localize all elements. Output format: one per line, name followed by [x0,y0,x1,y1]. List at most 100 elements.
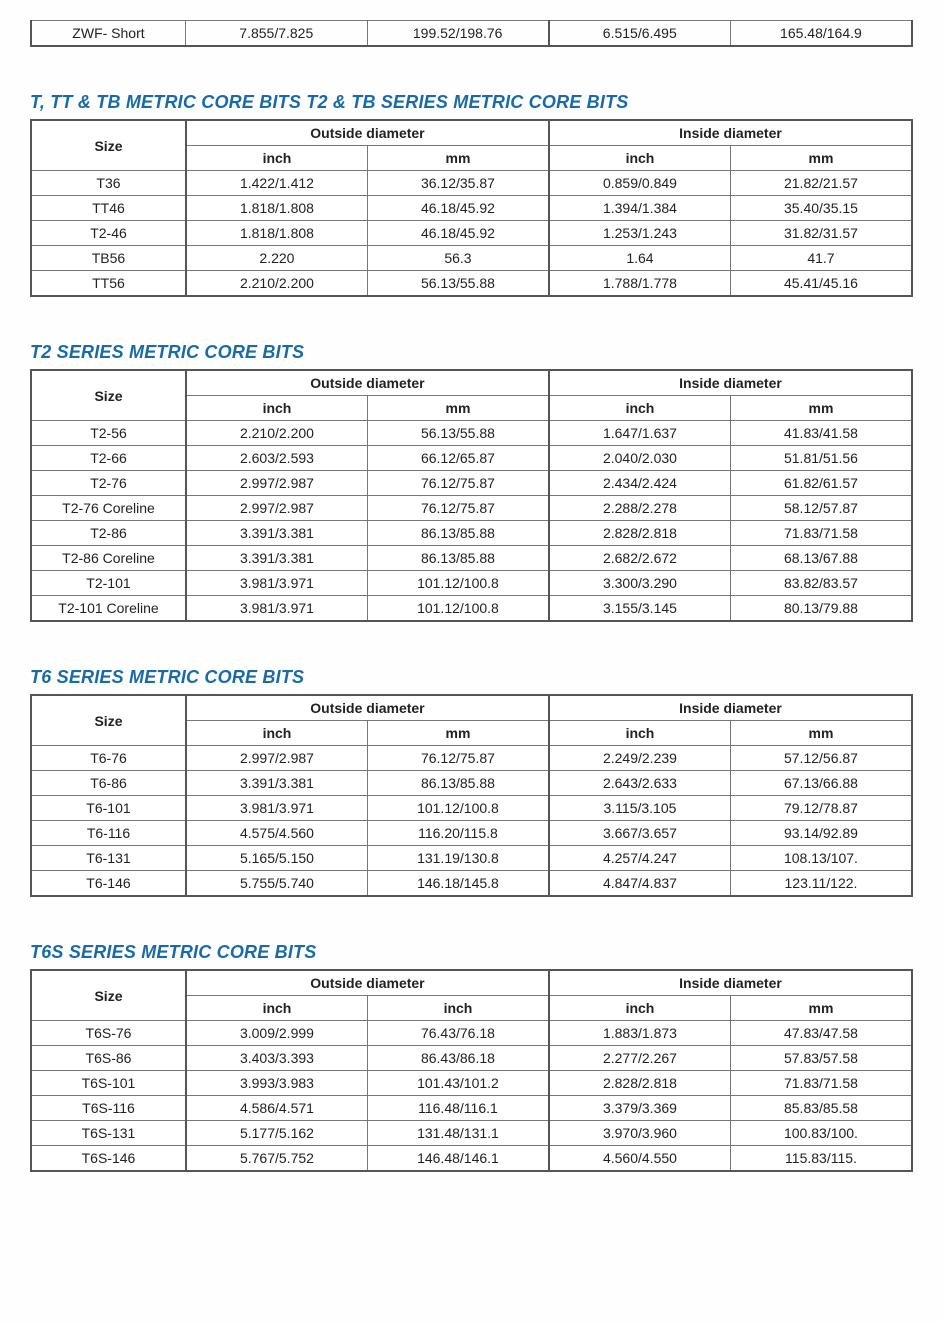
table-cell: 2.277/2.267 [549,1046,731,1071]
col-unit: inch [549,396,731,421]
table-cell: 76.12/75.87 [367,471,549,496]
col-outside-diameter: Outside diameter [186,695,549,721]
table-row: T6S-1465.767/5.752146.48/146.14.560/4.55… [31,1146,912,1172]
table-cell: 1.422/1.412 [186,171,368,196]
table-cell: T2-66 [31,446,186,471]
col-unit: mm [730,146,912,171]
section-title: T, TT & TB METRIC CORE BITS T2 & TB SERI… [30,92,913,113]
table-cell: 1.883/1.873 [549,1021,731,1046]
table-cell: 51.81/51.56 [730,446,912,471]
col-unit: mm [367,721,549,746]
table-cell: 2.210/2.200 [186,271,368,297]
table-cell: 131.48/131.1 [367,1121,549,1146]
table-cell: T6S-86 [31,1046,186,1071]
table-cell: 116.20/115.8 [367,821,549,846]
table-cell: 76.43/76.18 [367,1021,549,1046]
table-cell: T6S-76 [31,1021,186,1046]
col-outside-diameter: Outside diameter [186,370,549,396]
table-cell: 45.41/45.16 [730,271,912,297]
col-unit: mm [730,996,912,1021]
table-cell: 46.18/45.92 [367,196,549,221]
col-inside-diameter: Inside diameter [549,370,912,396]
table-cell: 2.682/2.672 [549,546,731,571]
table-header-row: SizeOutside diameterInside diameter [31,970,912,996]
table-cell: 0.859/0.849 [549,171,731,196]
table-cell: 56.13/55.88 [367,271,549,297]
table-cell: 1.253/1.243 [549,221,731,246]
col-inside-diameter: Inside diameter [549,695,912,721]
table-cell: 1.64 [549,246,731,271]
spec-table: SizeOutside diameterInside diameterinchm… [30,369,913,622]
table-row: T2-461.818/1.80846.18/45.921.253/1.24331… [31,221,912,246]
table-row: T6-1315.165/5.150131.19/130.84.257/4.247… [31,846,912,871]
table-row: T6-863.391/3.38186.13/85.882.643/2.63367… [31,771,912,796]
table-row: T2-86 Coreline3.391/3.38186.13/85.882.68… [31,546,912,571]
table-cell: 101.12/100.8 [367,596,549,622]
table-cell: 2.828/2.818 [549,1071,731,1096]
table-row: T6S-763.009/2.99976.43/76.181.883/1.8734… [31,1021,912,1046]
table-cell: T2-101 Coreline [31,596,186,622]
table-cell: 2.040/2.030 [549,446,731,471]
table-row: T6S-1164.586/4.571116.48/116.13.379/3.36… [31,1096,912,1121]
table-cell: 58.12/57.87 [730,496,912,521]
table-cell: T6S-131 [31,1121,186,1146]
table-cell: T6S-116 [31,1096,186,1121]
table-row: T2-1013.981/3.971101.12/100.83.300/3.290… [31,571,912,596]
table-cell: 123.11/122. [730,871,912,897]
col-unit: inch [186,396,368,421]
col-unit: mm [730,721,912,746]
table-cell: 67.13/66.88 [730,771,912,796]
table-cell: T2-46 [31,221,186,246]
table-cell: T6S-101 [31,1071,186,1096]
table-cell: 76.12/75.87 [367,496,549,521]
spec-table: SizeOutside diameterInside diameterinchm… [30,119,913,297]
table-cell: 56.3 [367,246,549,271]
table-cell: 100.83/100. [730,1121,912,1146]
col-inside-diameter: Inside diameter [549,970,912,996]
col-unit: mm [367,146,549,171]
table-cell: 4.257/4.247 [549,846,731,871]
section-title: T2 SERIES METRIC CORE BITS [30,342,913,363]
cell-id-mm: 165.48/164.9 [730,21,912,47]
table-cell: 5.165/5.150 [186,846,368,871]
col-size: Size [31,120,186,171]
table-cell: T2-101 [31,571,186,596]
table-cell: 85.83/85.58 [730,1096,912,1121]
table-cell: T2-76 [31,471,186,496]
cell-size: ZWF- Short [31,21,185,47]
table-cell: 41.83/41.58 [730,421,912,446]
table-cell: 2.828/2.818 [549,521,731,546]
table-cell: TT46 [31,196,186,221]
table-cell: TT56 [31,271,186,297]
col-unit: inch [186,996,368,1021]
table-cell: 41.7 [730,246,912,271]
table-cell: 5.177/5.162 [186,1121,368,1146]
table-cell: 1.818/1.808 [186,221,368,246]
table-cell: T6-86 [31,771,186,796]
col-size: Size [31,370,186,421]
table-row: TB562.22056.31.6441.7 [31,246,912,271]
table-cell: 1.788/1.778 [549,271,731,297]
table-cell: 101.12/100.8 [367,571,549,596]
table-cell: 3.115/3.105 [549,796,731,821]
table-cell: 68.13/67.88 [730,546,912,571]
table-cell: 79.12/78.87 [730,796,912,821]
table-cell: TB56 [31,246,186,271]
table-row: T2-762.997/2.98776.12/75.872.434/2.42461… [31,471,912,496]
table-cell: 1.647/1.637 [549,421,731,446]
table-cell: 86.13/85.88 [367,771,549,796]
table-cell: 4.847/4.837 [549,871,731,897]
table-cell: 3.993/3.983 [186,1071,368,1096]
table-cell: 71.83/71.58 [730,521,912,546]
table-row: T2-662.603/2.59366.12/65.872.040/2.03051… [31,446,912,471]
table-cell: 47.83/47.58 [730,1021,912,1046]
table-cell: 2.249/2.239 [549,746,731,771]
table-cell: 3.403/3.393 [186,1046,368,1071]
table-cell: 2.997/2.987 [186,746,368,771]
table-cell: 86.13/85.88 [367,521,549,546]
col-size: Size [31,695,186,746]
table-cell: 86.13/85.88 [367,546,549,571]
table-cell: 57.83/57.58 [730,1046,912,1071]
top-partial-table: ZWF- Short 7.855/7.825 199.52/198.76 6.5… [30,20,913,47]
col-outside-diameter: Outside diameter [186,970,549,996]
